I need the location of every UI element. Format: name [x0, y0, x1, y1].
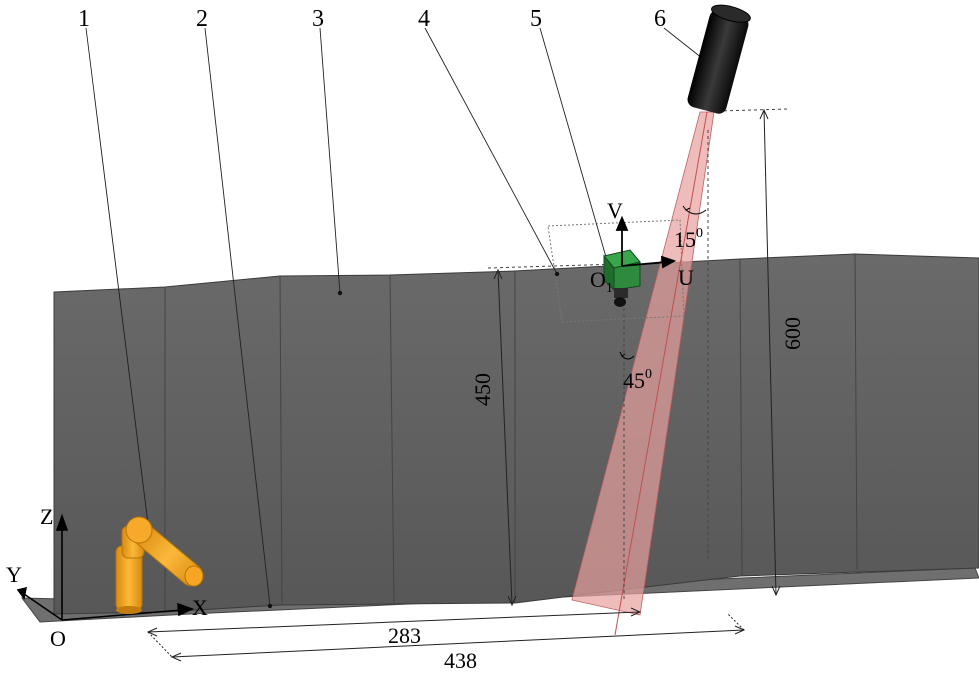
axis-label-y: Y: [6, 562, 22, 587]
callout-4: 4: [418, 6, 430, 32]
camera: [603, 249, 641, 307]
callout-6: 6: [654, 6, 666, 32]
dimension-600: [759, 108, 781, 597]
dim-label-600: 600: [780, 317, 805, 350]
camera-fov-box: [547, 219, 685, 323]
dim-label-450: 450: [470, 373, 495, 406]
callout-5: 5: [530, 6, 542, 32]
axis-label-v: V: [607, 198, 623, 223]
callout-2: 2: [196, 6, 208, 32]
angle-45-value: 45: [623, 368, 645, 393]
callout-3: 3: [312, 6, 324, 32]
camera-axes: [615, 215, 677, 269]
callout-dots: [147, 271, 560, 609]
cam-origin-letter: O: [590, 267, 606, 292]
axis-label-u: U: [678, 265, 694, 290]
callout-1: 1: [78, 6, 90, 32]
laser-beam: [571, 111, 715, 616]
axis-label-cam-origin: O1: [590, 267, 613, 296]
axis-label-z: Z: [40, 504, 53, 529]
angle-15-value: 15: [674, 227, 696, 252]
angle-arcs: [619, 205, 707, 360]
dimension-438: [147, 613, 746, 662]
dimension-450: [493, 268, 517, 607]
wall-panel: [53, 253, 979, 615]
angle-label-15: 150: [674, 226, 703, 252]
laser-beam-ray: [614, 111, 708, 636]
laser-projector: [687, 4, 751, 114]
axis-label-world-origin: O: [50, 626, 66, 651]
dashed-guides: [487, 108, 789, 600]
callout-leaders: [85, 27, 713, 607]
world-axes: [16, 513, 195, 621]
angle-label-45: 450: [623, 367, 652, 393]
angle-45-sup: 0: [645, 367, 652, 382]
dim-label-438: 438: [444, 648, 477, 673]
dim-label-283: 283: [388, 623, 421, 648]
cam-origin-sub: 1: [606, 281, 613, 296]
robot-arm: [115, 516, 204, 614]
angle-15-sup: 0: [696, 226, 703, 241]
axis-label-x: X: [192, 595, 208, 620]
